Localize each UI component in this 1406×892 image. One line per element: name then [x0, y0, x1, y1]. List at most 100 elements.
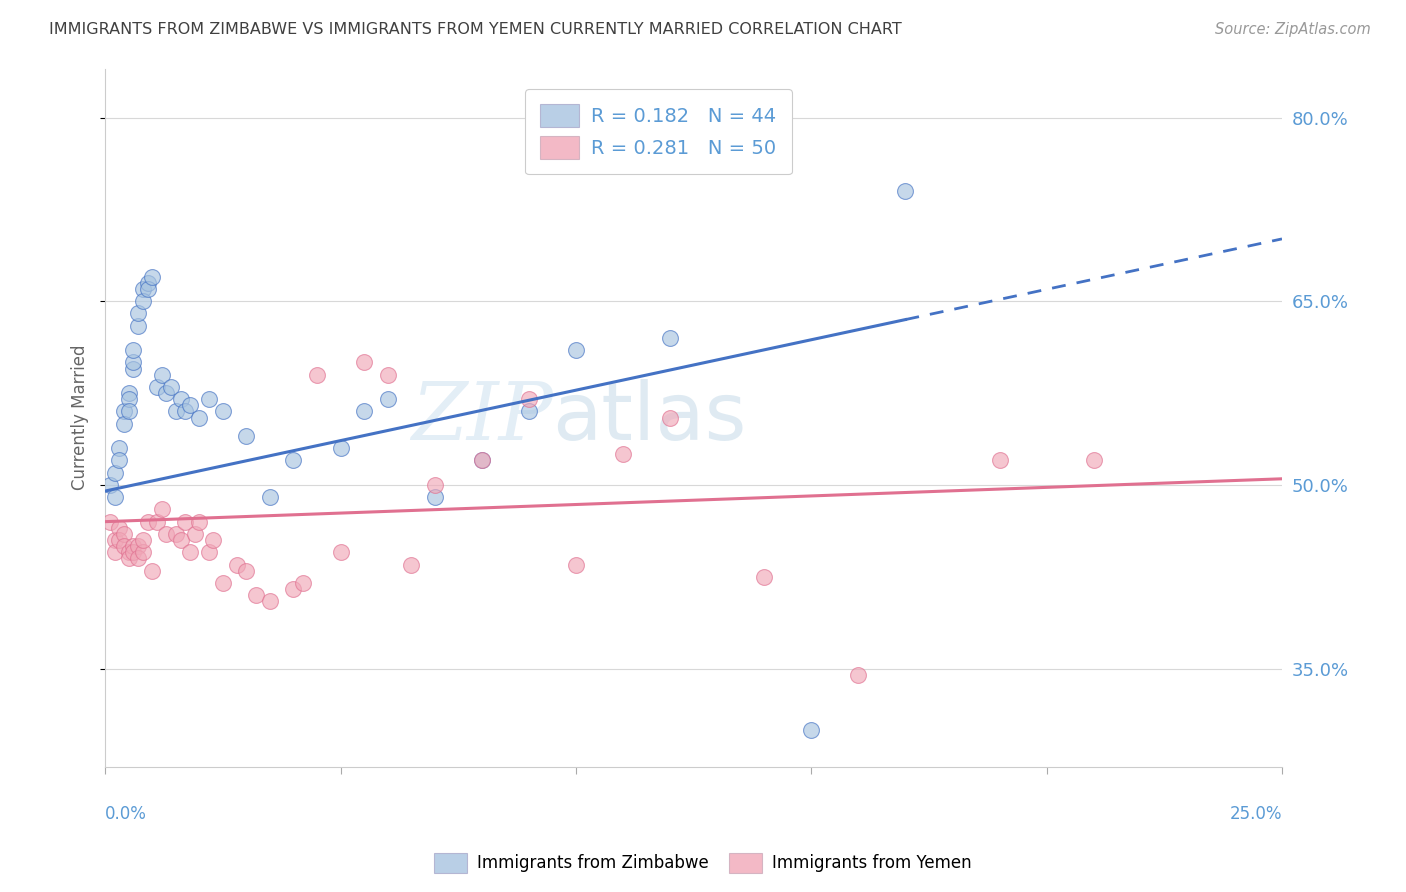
- Text: IMMIGRANTS FROM ZIMBABWE VS IMMIGRANTS FROM YEMEN CURRENTLY MARRIED CORRELATION : IMMIGRANTS FROM ZIMBABWE VS IMMIGRANTS F…: [49, 22, 903, 37]
- Point: [112, 539, 135, 553]
- Point: [104, 466, 127, 480]
- Point: [183, 527, 205, 541]
- Point: [423, 478, 446, 492]
- Point: [108, 441, 131, 455]
- Point: [150, 368, 173, 382]
- Point: [118, 404, 141, 418]
- Legend: Immigrants from Zimbabwe, Immigrants from Yemen: Immigrants from Zimbabwe, Immigrants fro…: [427, 847, 979, 880]
- Point: [108, 453, 131, 467]
- Point: [112, 417, 135, 431]
- Point: [377, 392, 399, 407]
- Point: [517, 392, 540, 407]
- Point: [165, 527, 187, 541]
- Point: [136, 282, 159, 296]
- Point: [112, 404, 135, 418]
- Point: [517, 404, 540, 418]
- Point: [141, 269, 163, 284]
- Point: [754, 570, 776, 584]
- Point: [226, 558, 249, 572]
- Point: [155, 527, 177, 541]
- Point: [188, 515, 211, 529]
- Point: [132, 294, 155, 309]
- Text: ZIP: ZIP: [411, 379, 553, 457]
- Point: [174, 515, 197, 529]
- Point: [160, 380, 183, 394]
- Point: [305, 368, 328, 382]
- Point: [291, 575, 314, 590]
- Point: [118, 545, 141, 559]
- Point: [612, 447, 634, 461]
- Point: [146, 380, 169, 394]
- Point: [245, 588, 267, 602]
- Point: [259, 490, 281, 504]
- Text: 25.0%: 25.0%: [1229, 805, 1282, 823]
- Point: [894, 184, 917, 198]
- Point: [988, 453, 1011, 467]
- Point: [212, 575, 235, 590]
- Point: [122, 361, 145, 376]
- Point: [165, 404, 187, 418]
- Point: [132, 533, 155, 547]
- Point: [108, 533, 131, 547]
- Point: [353, 404, 375, 418]
- Point: [423, 490, 446, 504]
- Point: [377, 368, 399, 382]
- Point: [108, 521, 131, 535]
- Point: [132, 545, 155, 559]
- Point: [197, 392, 219, 407]
- Point: [329, 545, 352, 559]
- Point: [169, 392, 191, 407]
- Point: [659, 331, 682, 345]
- Point: [104, 490, 127, 504]
- Text: atlas: atlas: [553, 378, 747, 457]
- Point: [179, 398, 201, 412]
- Point: [122, 343, 145, 358]
- Point: [329, 441, 352, 455]
- Point: [118, 386, 141, 401]
- Point: [212, 404, 235, 418]
- Point: [565, 343, 588, 358]
- Point: [283, 453, 305, 467]
- Point: [104, 533, 127, 547]
- Point: [235, 429, 257, 443]
- Point: [118, 551, 141, 566]
- Point: [565, 558, 588, 572]
- Y-axis label: Currently Married: Currently Married: [72, 345, 89, 491]
- Point: [188, 410, 211, 425]
- Point: [122, 539, 145, 553]
- Point: [659, 410, 682, 425]
- Point: [471, 453, 494, 467]
- Point: [122, 545, 145, 559]
- Point: [136, 276, 159, 290]
- Point: [150, 502, 173, 516]
- Point: [132, 282, 155, 296]
- Point: [98, 515, 121, 529]
- Point: [1083, 453, 1105, 467]
- Point: [283, 582, 305, 596]
- Point: [169, 533, 191, 547]
- Point: [98, 478, 121, 492]
- Point: [127, 318, 149, 333]
- Point: [399, 558, 422, 572]
- Point: [136, 515, 159, 529]
- Point: [235, 564, 257, 578]
- Point: [104, 545, 127, 559]
- Point: [146, 515, 169, 529]
- Point: [179, 545, 201, 559]
- Point: [127, 551, 149, 566]
- Text: Source: ZipAtlas.com: Source: ZipAtlas.com: [1215, 22, 1371, 37]
- Point: [122, 355, 145, 369]
- Point: [353, 355, 375, 369]
- Point: [118, 392, 141, 407]
- Text: 0.0%: 0.0%: [105, 805, 148, 823]
- Legend: R = 0.182   N = 44, R = 0.281   N = 50: R = 0.182 N = 44, R = 0.281 N = 50: [524, 88, 792, 175]
- Point: [127, 539, 149, 553]
- Point: [112, 527, 135, 541]
- Point: [197, 545, 219, 559]
- Point: [471, 453, 494, 467]
- Point: [127, 306, 149, 320]
- Point: [141, 564, 163, 578]
- Point: [259, 594, 281, 608]
- Point: [846, 667, 869, 681]
- Point: [202, 533, 225, 547]
